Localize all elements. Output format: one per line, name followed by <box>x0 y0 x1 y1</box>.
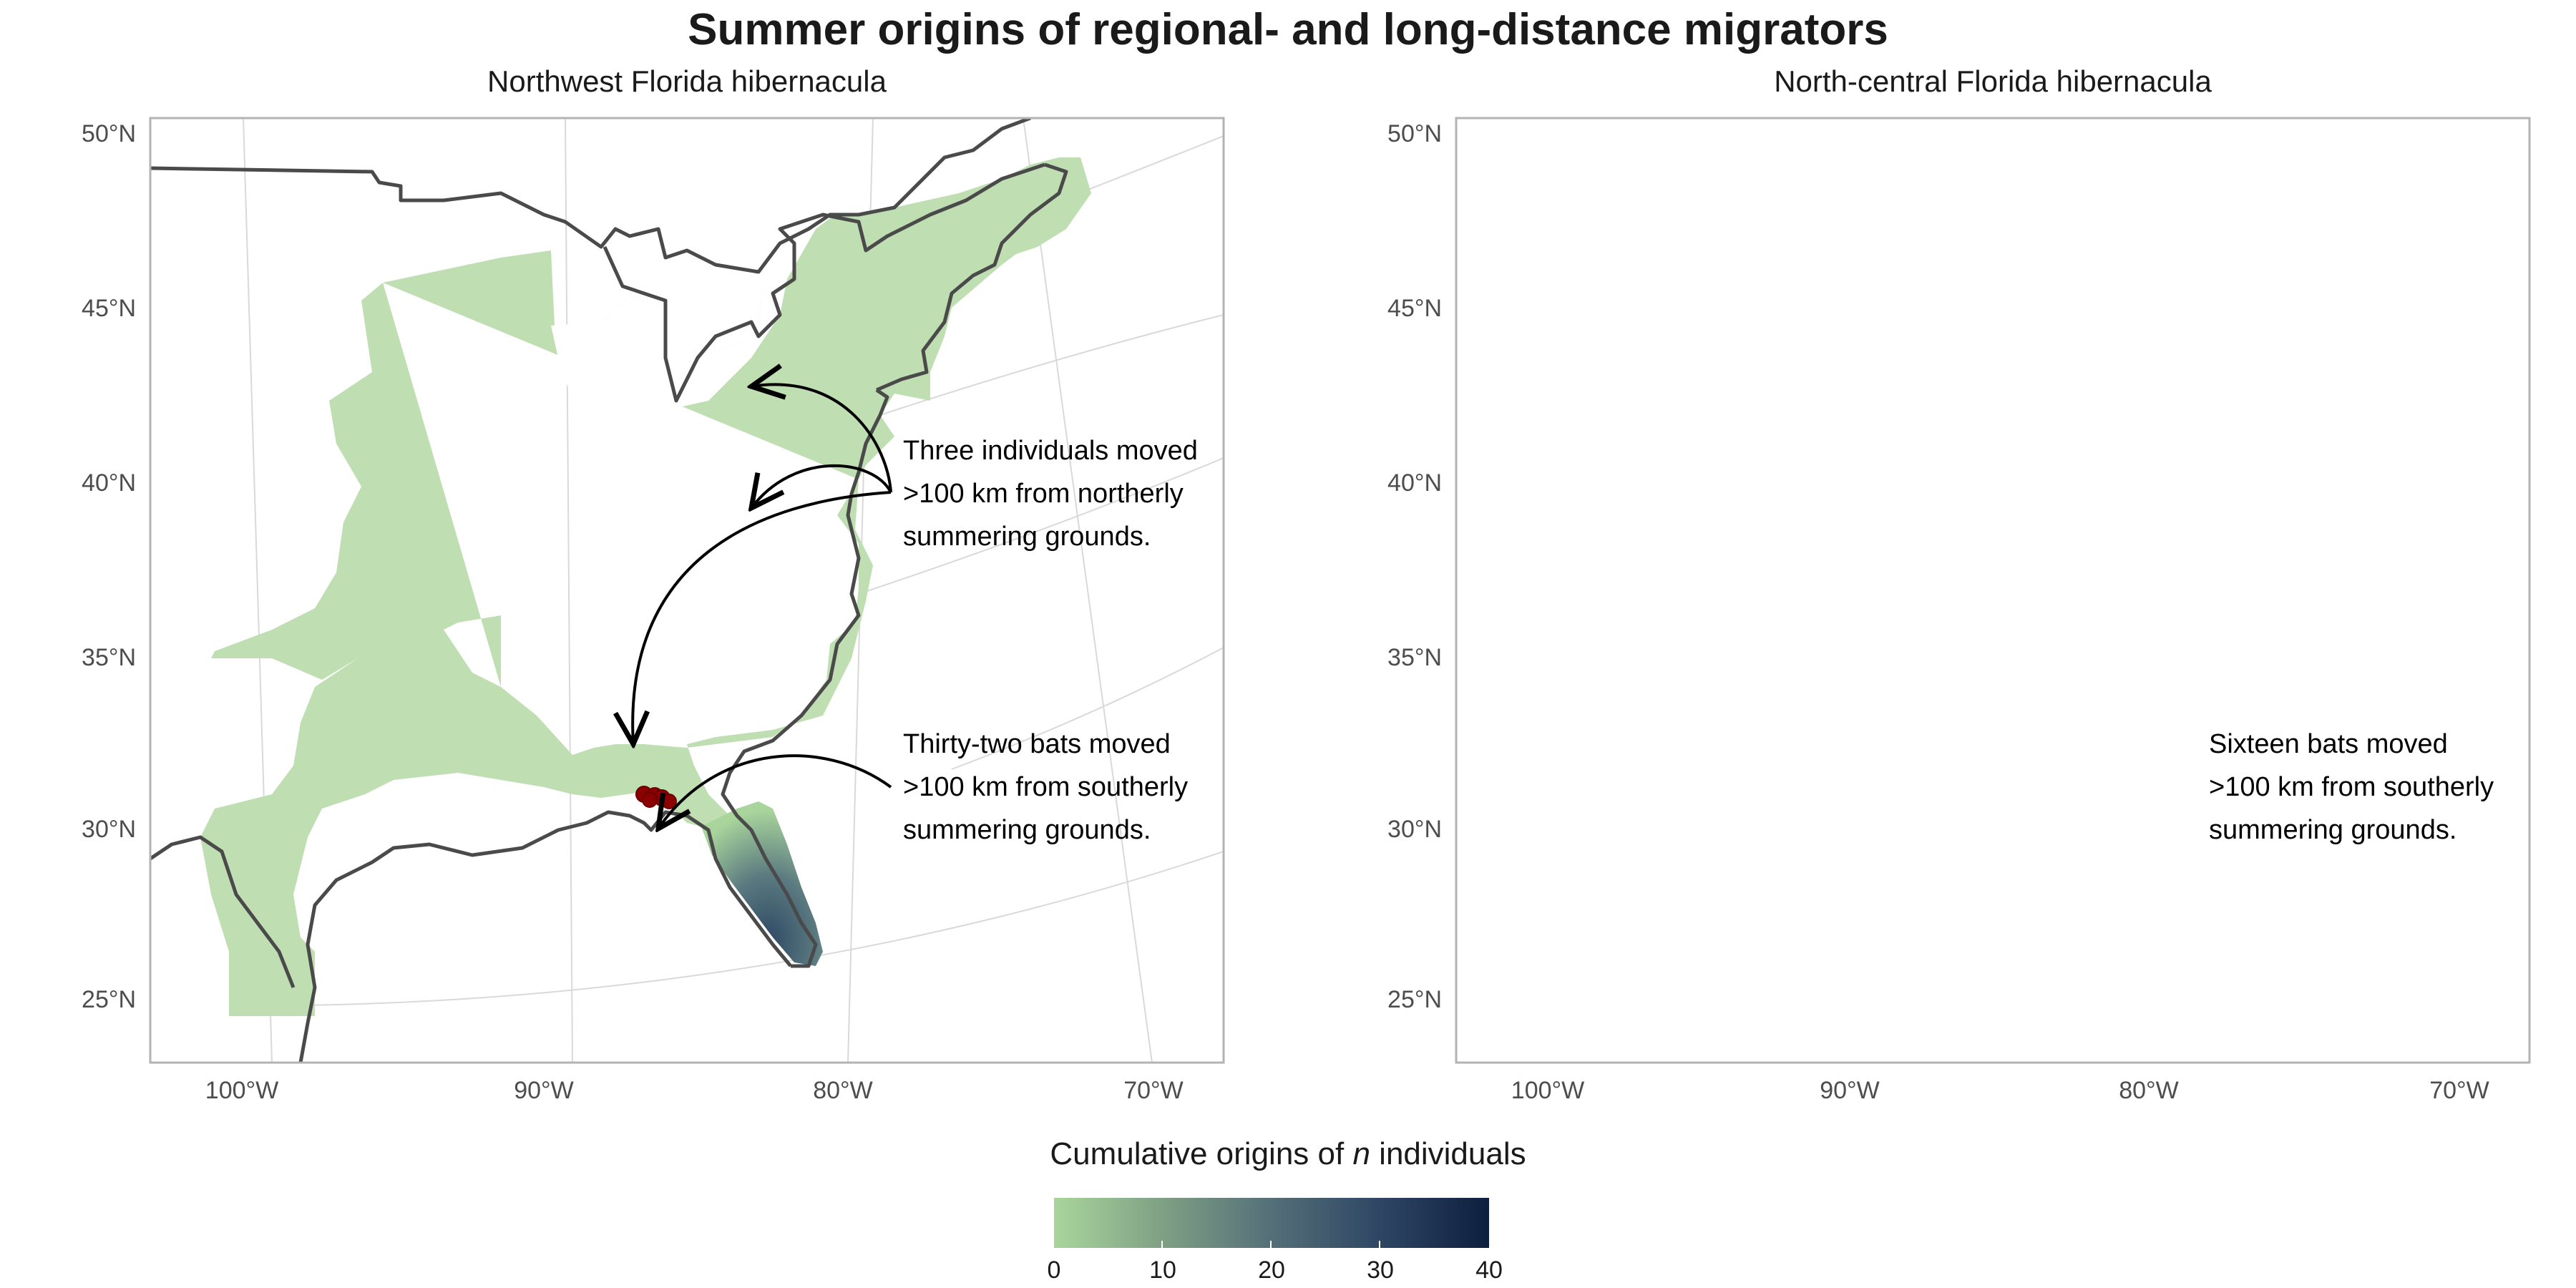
lat-label: 30°N <box>82 816 136 843</box>
maine-coast <box>2182 165 2372 390</box>
map-panel-northwest: Three individuals moved >100 km from nor… <box>82 117 1225 1104</box>
lon-label: 90°W <box>514 1077 574 1104</box>
bat-point <box>2039 822 2054 838</box>
bat-point <box>2034 834 2049 848</box>
lon-axis-left: 100°W 90°W 80°W 70°W <box>205 1077 1184 1104</box>
lat-label: 45°N <box>82 295 136 322</box>
legend-title-variable: n <box>1352 1136 1370 1171</box>
great-lakes-outline <box>602 162 1045 403</box>
lon-label: 80°W <box>2119 1077 2179 1104</box>
mexico-border <box>1456 837 1599 987</box>
lat-axis-right: 50°N 45°N 40°N 35°N 30°N 25°N <box>1387 120 1442 1013</box>
arrow-north-2 <box>751 464 892 508</box>
annotation-line: >100 km from southerly <box>903 772 1188 802</box>
migration-arrows <box>633 384 892 829</box>
migration-arrows <box>2054 761 2197 830</box>
legend-tick-mark <box>1161 1241 1163 1248</box>
arrow-south <box>2054 761 2197 830</box>
panel-frame <box>1455 117 2531 1064</box>
lat-label: 45°N <box>1387 295 1442 322</box>
lat-label: 50°N <box>1387 120 1442 147</box>
bat-point <box>2035 808 2051 824</box>
arrow-south <box>658 754 892 829</box>
annotation-line: Thirty-two bats moved <box>903 729 1171 759</box>
annotation-line: Sixteen bats moved <box>2209 729 2448 759</box>
annotation-northerly: Three individuals moved >100 km from nor… <box>903 436 1205 552</box>
annotation-southerly: Sixteen bats moved >100 km from southerl… <box>2209 729 2502 845</box>
atlantic-coast <box>2029 390 2193 966</box>
origin-region-northeast <box>200 157 1091 1016</box>
annotation-line: >100 km from northerly <box>903 479 1184 509</box>
map-panel-north-central: Sixteen bats moved >100 km from southerl… <box>1387 117 2531 1104</box>
legend-tick-mark <box>1379 1241 1380 1248</box>
annotation-line: summering grounds. <box>2209 815 2457 845</box>
legend-tick-label: 0 <box>1047 1257 1061 1284</box>
bat-point <box>2054 813 2067 826</box>
arrow-north-3 <box>633 491 892 744</box>
lon-label: 80°W <box>813 1077 873 1104</box>
lat-label: 25°N <box>1387 986 1442 1013</box>
legend-tick-label: 30 <box>1367 1257 1394 1284</box>
bat-point <box>642 792 658 808</box>
lat-label: 50°N <box>82 120 136 147</box>
gulf-coast <box>1606 812 2097 1063</box>
annotation-line: summering grounds. <box>903 522 1151 552</box>
great-lakes-outline <box>1911 165 2351 401</box>
graticule <box>243 118 1224 1063</box>
panel-title-northwest: Northwest Florida hibernacula <box>487 64 887 98</box>
lon-label: 100°W <box>1511 1077 1584 1104</box>
legend-title-prefix: Cumulative origins of <box>1050 1136 1353 1171</box>
maine-coast <box>876 162 1068 392</box>
mexico-border <box>150 835 296 988</box>
legend-tick-label: 10 <box>1149 1257 1176 1284</box>
legend-tick-label: 20 <box>1258 1257 1285 1284</box>
atlantic-coast <box>721 388 889 968</box>
lat-label: 40°N <box>1387 469 1442 497</box>
us-canada-border <box>1456 118 2336 272</box>
legend-title: Cumulative origins of n individuals <box>930 1134 1646 1174</box>
annotation-line: >100 km from southerly <box>2209 772 2494 802</box>
legend-tick-mark <box>1270 1241 1272 1248</box>
lat-label: 35°N <box>1387 644 1442 671</box>
bat-point <box>2047 802 2060 815</box>
tracked-bat-points <box>2034 802 2067 862</box>
us-canada-border <box>150 118 1031 274</box>
lat-label: 25°N <box>82 986 136 1013</box>
coastlines <box>150 118 1068 1063</box>
bat-point <box>2039 848 2053 862</box>
lat-axis-left: 50°N 45°N 40°N 35°N 30°N 25°N <box>82 120 136 1013</box>
legend-tick-label: 40 <box>1475 1257 1503 1284</box>
lon-label: 70°W <box>1123 1077 1184 1104</box>
annotation-southerly: Thirty-two bats moved >100 km from south… <box>903 729 1196 845</box>
panel-frame <box>149 117 1225 1064</box>
annotation-line: Three individuals moved <box>903 436 1198 466</box>
lat-label: 35°N <box>82 644 136 671</box>
annotation-line: summering grounds. <box>903 815 1151 845</box>
lon-axis-right: 100°W 90°W 80°W 70°W <box>1511 1077 2489 1104</box>
legend-colorbar <box>1054 1198 1489 1248</box>
coastlines <box>1456 118 2372 1063</box>
panel-title-north-central: North-central Florida hibernacula <box>1774 64 2212 98</box>
bat-point <box>2043 841 2057 855</box>
lon-label: 90°W <box>1820 1077 1880 1104</box>
origin-region-florida <box>2043 816 2127 966</box>
lat-label: 40°N <box>82 469 136 497</box>
lon-label: 100°W <box>205 1077 278 1104</box>
legend-title-suffix: individuals <box>1370 1136 1526 1171</box>
origin-region-florida <box>701 801 823 966</box>
arrow-north-1 <box>751 384 892 493</box>
graticule <box>1549 118 2529 1063</box>
lat-label: 30°N <box>1387 816 1442 843</box>
bat-point <box>661 794 677 809</box>
lon-label: 70°W <box>2429 1077 2489 1104</box>
gulf-coast <box>298 810 792 1063</box>
figure-title: Summer origins of regional- and long-dis… <box>688 5 1888 54</box>
